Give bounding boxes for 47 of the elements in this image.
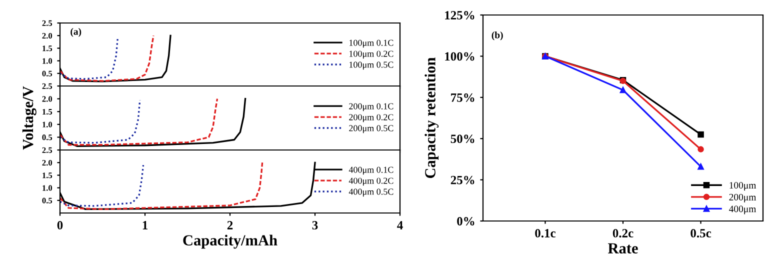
legend-label: 100μm 0.5C	[350, 62, 394, 70]
y-tick-label: 2.0	[42, 32, 52, 39]
x-tick-label: 3	[312, 221, 318, 230]
x-tick-label: 0.2c	[612, 229, 634, 238]
y-tick-label: 0.5	[42, 70, 52, 76]
y-tick-label: 1.5	[42, 172, 52, 178]
legend-label: 200μm	[729, 194, 756, 202]
x-axis-title: Capacity/mAh	[183, 234, 278, 249]
legend-label: 400μm	[729, 206, 756, 214]
y-tick-label: 2.5	[42, 83, 52, 90]
x-tick-label: 2	[227, 221, 233, 230]
text: 200μm 0.2C	[349, 114, 394, 122]
x-axis-title: Rate	[608, 243, 638, 254]
y-tick-label: 2.0	[42, 96, 52, 102]
y-tick-label: 2.5	[42, 20, 52, 26]
y-axis-title: Voltage/V	[22, 86, 36, 150]
annotation: (b)	[492, 31, 503, 40]
x-tick-label: 0.5c	[690, 229, 712, 238]
y-tick-label: 100%	[445, 52, 474, 61]
y-tick-label: 1.0	[42, 122, 52, 128]
y-tick-label: 2.0	[42, 160, 52, 166]
y-tick-label: 0%	[457, 217, 474, 226]
x-tick-label: 0	[57, 221, 63, 230]
legend-label: 100μm 0.2C	[350, 50, 394, 59]
y-tick-label: 1.5	[42, 46, 52, 52]
y-tick-label: 50%	[450, 134, 474, 144]
text: 400μm 0.1C	[348, 166, 394, 175]
y-tick-label: 0.5	[42, 134, 52, 140]
x-tick-label: 4	[397, 221, 403, 230]
text: 400μm 0.2C	[348, 178, 394, 186]
y-tick-label: 75%	[451, 93, 474, 102]
y-tick-label: 2.5	[42, 147, 52, 154]
y-tick-label: 125%	[445, 11, 474, 20]
y-tick-label: 0.5	[42, 198, 52, 204]
legend-label: 400μm 0.5C	[348, 188, 394, 197]
y-axis-title: Capacity retention	[424, 57, 439, 178]
x-tick-label: 0.1c	[535, 229, 556, 238]
legend-label: 100μm	[730, 182, 756, 191]
legend-label: 100μm 0.1C	[350, 40, 394, 48]
text: 200μm 0.5C	[349, 125, 394, 134]
y-tick-label: 25%	[450, 176, 474, 184]
y-tick-label: 1.0	[42, 58, 52, 64]
annotation: (a)	[70, 28, 82, 37]
y-tick-label: 1.0	[42, 185, 52, 191]
x-tick-label: 1	[142, 221, 148, 230]
y-tick-label: 1.5	[42, 108, 52, 115]
text: 200μm 0.1C	[349, 103, 394, 112]
